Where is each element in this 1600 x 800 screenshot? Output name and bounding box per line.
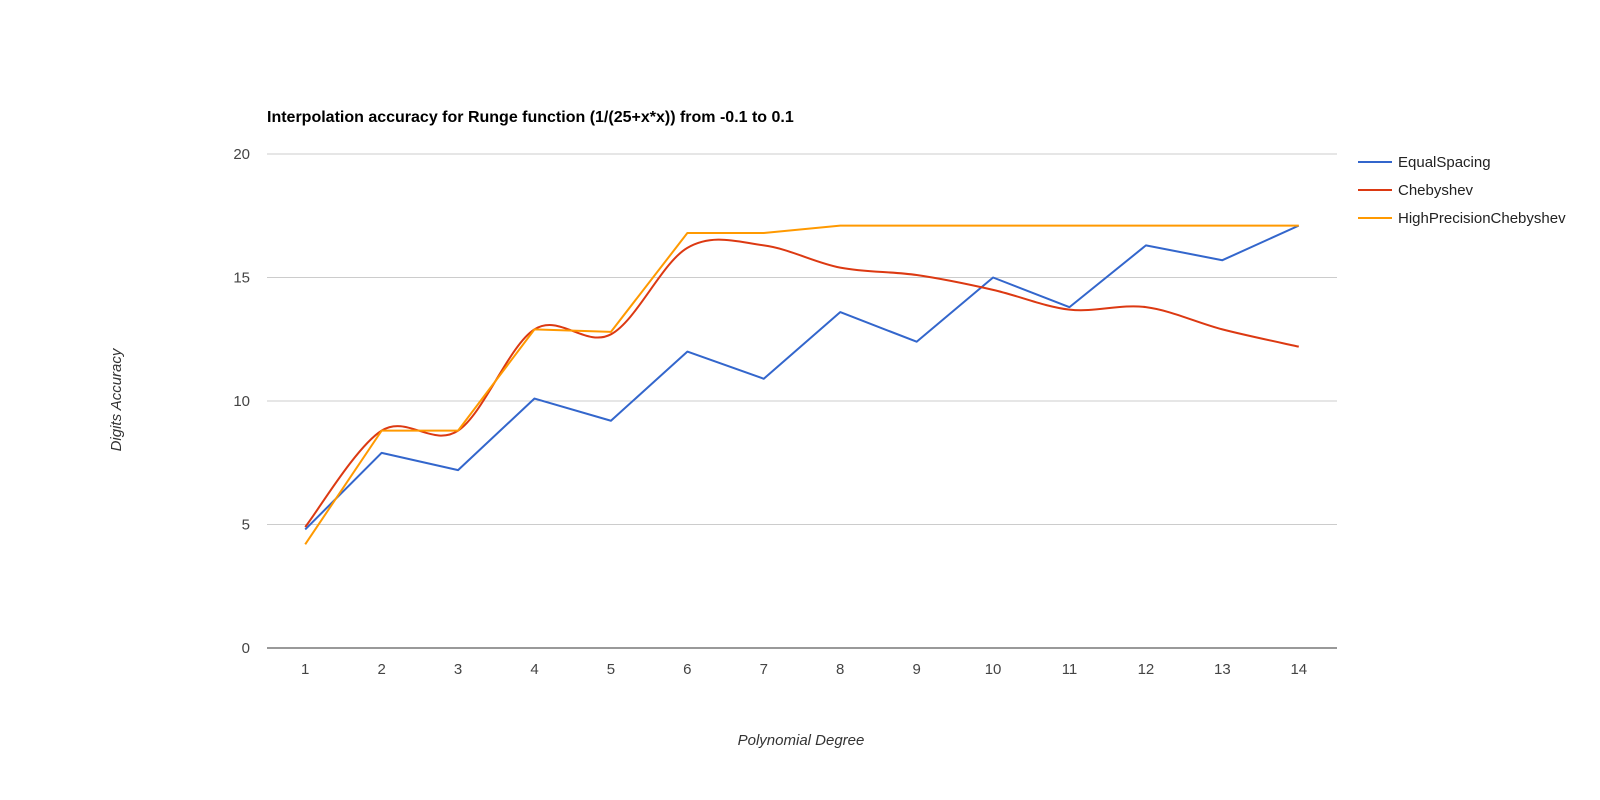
x-tick-label: 12 bbox=[1138, 661, 1155, 678]
x-tick-label: 8 bbox=[836, 661, 844, 678]
x-axis-ticks: 1 2 3 4 5 6 7 8 9 10 11 12 13 14 bbox=[301, 661, 1307, 678]
series-lines bbox=[304, 224, 1300, 545]
y-tick-label: 5 bbox=[242, 517, 250, 534]
x-tick-label: 3 bbox=[454, 661, 462, 678]
x-tick-label: 2 bbox=[377, 661, 385, 678]
x-tick-label: 4 bbox=[530, 661, 538, 678]
x-tick-label: 6 bbox=[683, 661, 691, 678]
series-line-equalspacing bbox=[304, 224, 1300, 531]
legend-label: HighPrecisionChebyshev bbox=[1398, 210, 1566, 227]
legend: EqualSpacing Chebyshev HighPrecisionChebys… bbox=[1358, 154, 1566, 227]
x-tick-label: 14 bbox=[1290, 661, 1307, 678]
chart-title: Interpolation accuracy for Runge functio… bbox=[267, 109, 794, 126]
y-tick-label: 15 bbox=[233, 270, 250, 287]
y-tick-label: 10 bbox=[233, 393, 250, 410]
y-axis-title: Digits Accuracy bbox=[108, 347, 125, 451]
series-line-highprecisionchebyshev bbox=[304, 224, 1299, 545]
x-tick-label: 9 bbox=[912, 661, 920, 678]
y-tick-label: 20 bbox=[233, 146, 250, 163]
x-tick-label: 11 bbox=[1062, 661, 1078, 678]
legend-label: EqualSpacing bbox=[1398, 154, 1491, 171]
x-tick-label: 10 bbox=[985, 661, 1002, 678]
y-axis-ticks: 0 5 10 15 20 bbox=[233, 146, 250, 657]
x-tick-label: 5 bbox=[607, 661, 615, 678]
x-tick-label: 7 bbox=[760, 661, 768, 678]
x-tick-label: 13 bbox=[1214, 661, 1231, 678]
y-tick-label: 0 bbox=[242, 640, 250, 657]
gridlines bbox=[267, 153, 1337, 649]
x-axis-title: Polynomial Degree bbox=[738, 732, 865, 749]
legend-label: Chebyshev bbox=[1398, 182, 1474, 199]
series-line-chebyshev bbox=[304, 238, 1300, 528]
x-tick-label: 1 bbox=[301, 661, 309, 678]
